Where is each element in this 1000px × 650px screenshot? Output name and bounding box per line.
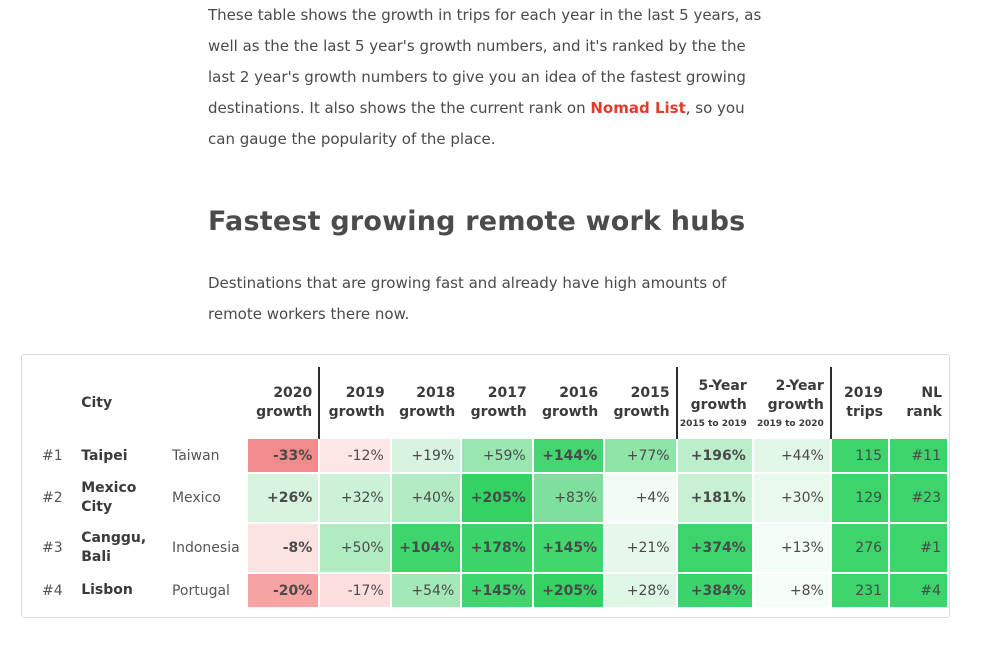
cell-2020-growth: -8% bbox=[247, 523, 321, 574]
col-header-2-year: 2-Year growth 2019 to 2020 bbox=[756, 377, 824, 429]
cell-nl-rank: #11 bbox=[889, 439, 949, 474]
cell-trips: 231 bbox=[829, 573, 891, 609]
rank-header bbox=[30, 367, 81, 439]
col-header-5-year: 5-Year growth 2015 to 2019 bbox=[675, 367, 753, 439]
row-country: Indonesia bbox=[171, 523, 248, 573]
section-subtitle: Destinations that are growing fast and a… bbox=[208, 268, 768, 330]
cell-2-year-growth: +30% bbox=[752, 473, 832, 524]
row-city[interactable]: Taipei bbox=[81, 439, 172, 473]
table-row[interactable]: #4 Lisbon Portugal -20% -17% +54% +145% … bbox=[30, 573, 949, 609]
row-country: Taiwan bbox=[171, 439, 248, 473]
cell-2015-growth: +4% bbox=[604, 473, 678, 524]
cell-2018-growth: +104% bbox=[390, 523, 463, 574]
cell-2015-growth: +77% bbox=[604, 439, 678, 474]
country-header bbox=[172, 367, 248, 439]
row-city[interactable]: Mexico City bbox=[81, 473, 172, 523]
row-city[interactable]: Lisbon bbox=[81, 573, 172, 608]
row-country: Portugal bbox=[171, 573, 248, 608]
table-header-row: City 2020 growth 2019 growth 2018 growth 20… bbox=[30, 367, 948, 439]
cell-5-year-growth: +181% bbox=[675, 473, 754, 524]
cell-nl-rank: #1 bbox=[889, 523, 949, 574]
table-row[interactable]: #3 Canggu, Bali Indonesia -8% +50% +104%… bbox=[30, 523, 949, 574]
cell-trips: 276 bbox=[829, 523, 891, 574]
cell-5-year-growth: +196% bbox=[675, 439, 754, 474]
cell-2-year-growth: +8% bbox=[752, 573, 832, 609]
cell-2016-growth: +83% bbox=[532, 473, 606, 524]
cell-nl-rank: #23 bbox=[889, 473, 949, 524]
cell-2016-growth: +205% bbox=[532, 573, 606, 609]
cell-2015-growth: +21% bbox=[604, 523, 678, 574]
cell-2018-growth: +40% bbox=[390, 473, 463, 524]
section-heading: Fastest growing remote work hubs bbox=[208, 206, 746, 237]
cell-2017-growth: +205% bbox=[461, 473, 534, 524]
cell-2018-growth: +54% bbox=[390, 573, 463, 609]
cell-2017-growth: +178% bbox=[461, 523, 534, 574]
cell-trips: 129 bbox=[829, 473, 891, 524]
growth-table-card: City 2020 growth 2019 growth 2018 growth 20… bbox=[21, 354, 950, 618]
cell-2019-growth: -17% bbox=[318, 573, 392, 609]
row-rank: #2 bbox=[30, 473, 82, 523]
cell-2019-growth: -12% bbox=[318, 439, 392, 474]
row-country: Mexico bbox=[171, 473, 248, 523]
intro-text-before: These table shows the growth in trips fo… bbox=[208, 6, 762, 117]
col-header-2017: 2017 growth bbox=[470, 385, 527, 420]
cell-5-year-growth: +384% bbox=[675, 573, 754, 609]
cell-2017-growth: +59% bbox=[461, 439, 534, 474]
cell-2017-growth: +145% bbox=[461, 573, 534, 609]
table-row[interactable]: #2 Mexico City Mexico +26% +32% +40% +20… bbox=[30, 473, 949, 524]
col-header-nl-rank: NL rank bbox=[906, 385, 942, 420]
col-header-2018: 2018 growth bbox=[399, 385, 456, 420]
cell-2020-growth: +26% bbox=[247, 473, 321, 524]
row-city[interactable]: Canggu, Bali bbox=[81, 523, 172, 573]
table-row[interactable]: #1 Taipei Taiwan -33% -12% +19% +59% +14… bbox=[30, 439, 949, 474]
col-header-2016: 2016 growth bbox=[542, 385, 599, 420]
cell-2020-growth: -20% bbox=[247, 573, 321, 609]
col-header-2015: 2015 growth bbox=[613, 385, 670, 420]
cell-trips: 115 bbox=[829, 439, 891, 474]
col-header-2020: 2020 growth bbox=[256, 385, 313, 420]
col-header-2019: 2019 growth bbox=[318, 367, 391, 439]
cell-2019-growth: +32% bbox=[318, 473, 392, 524]
subtitle-text: Destinations that are growing fast and a… bbox=[208, 274, 727, 323]
intro-text-after: , so you can gauge the popularity of the… bbox=[208, 99, 745, 148]
cell-2015-growth: +28% bbox=[604, 573, 678, 609]
cell-2016-growth: +144% bbox=[532, 439, 606, 474]
cell-2019-growth: +50% bbox=[318, 523, 392, 574]
row-rank: #1 bbox=[30, 439, 82, 473]
row-rank: #3 bbox=[30, 523, 82, 573]
row-rank: #4 bbox=[30, 573, 82, 608]
cell-2-year-growth: +13% bbox=[752, 523, 832, 574]
nomad-list-link[interactable]: Nomad List bbox=[590, 99, 686, 117]
col-header-trips: 2019 trips bbox=[829, 367, 890, 439]
city-header: City bbox=[81, 394, 113, 411]
cell-2016-growth: +145% bbox=[532, 523, 606, 574]
intro-paragraph: These table shows the growth in trips fo… bbox=[208, 0, 768, 155]
cell-2-year-growth: +44% bbox=[752, 439, 832, 474]
cell-2020-growth: -33% bbox=[247, 439, 321, 474]
cell-5-year-growth: +374% bbox=[675, 523, 754, 574]
growth-table: City 2020 growth 2019 growth 2018 growth 20… bbox=[30, 367, 949, 609]
cell-2018-growth: +19% bbox=[390, 439, 463, 474]
cell-nl-rank: #4 bbox=[889, 573, 949, 609]
